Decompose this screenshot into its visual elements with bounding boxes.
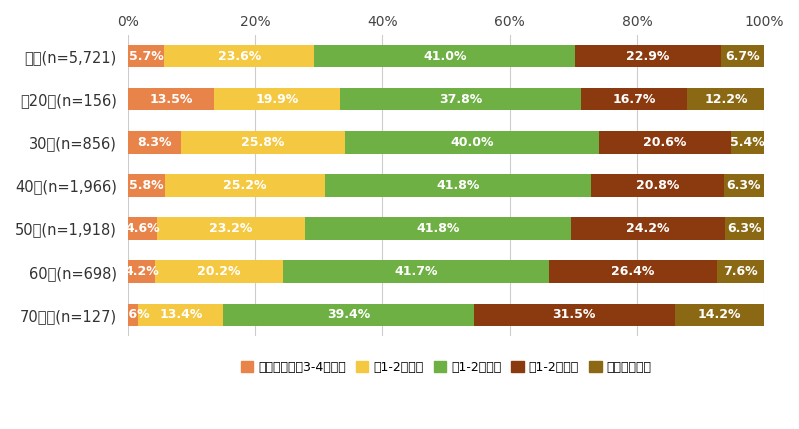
Bar [549, 260, 717, 283]
Text: 7.6%: 7.6% [723, 265, 758, 278]
Bar [570, 218, 725, 240]
Bar [687, 88, 765, 110]
Bar [138, 304, 224, 326]
Bar [128, 131, 181, 154]
Text: 4.6%: 4.6% [125, 222, 160, 235]
Text: 41.8%: 41.8% [436, 179, 480, 192]
Text: 20.8%: 20.8% [636, 179, 679, 192]
Bar [575, 45, 721, 67]
Bar [315, 45, 575, 67]
Bar [128, 88, 214, 110]
Text: 14.2%: 14.2% [698, 308, 741, 321]
Bar [340, 88, 581, 110]
Bar [591, 174, 724, 196]
Bar [155, 260, 283, 283]
Text: 6.7%: 6.7% [725, 50, 760, 63]
Text: 19.9%: 19.9% [256, 93, 299, 106]
Bar [674, 304, 765, 326]
Text: 20.6%: 20.6% [643, 136, 686, 149]
Bar [157, 218, 305, 240]
Text: 16.7%: 16.7% [613, 93, 656, 106]
Text: 25.8%: 25.8% [241, 136, 284, 149]
Text: 41.7%: 41.7% [394, 265, 438, 278]
Text: 23.6%: 23.6% [217, 50, 261, 63]
Legend: ほぼ毎日＆週3-4回程度, 週1-2回程度, 月1-2回程度, 年1-2回程度, まったくない: ほぼ毎日＆週3-4回程度, 週1-2回程度, 月1-2回程度, 年1-2回程度,… [240, 361, 652, 374]
Bar [717, 260, 765, 283]
Bar [474, 304, 674, 326]
Bar [128, 45, 165, 67]
Text: 37.8%: 37.8% [439, 93, 483, 106]
Text: 5.8%: 5.8% [129, 179, 164, 192]
Text: 24.2%: 24.2% [626, 222, 670, 235]
Bar [181, 131, 345, 154]
Text: 5.7%: 5.7% [129, 50, 164, 63]
Text: 20.2%: 20.2% [197, 265, 240, 278]
Text: 12.2%: 12.2% [705, 93, 748, 106]
Bar [581, 88, 687, 110]
Bar [305, 218, 570, 240]
Text: 40.0%: 40.0% [451, 136, 494, 149]
Text: 26.4%: 26.4% [611, 265, 654, 278]
Text: 31.5%: 31.5% [553, 308, 596, 321]
Bar [224, 304, 474, 326]
Bar [725, 218, 765, 240]
Bar [730, 131, 765, 154]
Bar [721, 45, 764, 67]
Text: 41.0%: 41.0% [423, 50, 467, 63]
Text: 25.2%: 25.2% [223, 179, 267, 192]
Bar [599, 131, 730, 154]
Text: 13.4%: 13.4% [159, 308, 202, 321]
Bar [128, 304, 138, 326]
Text: 8.3%: 8.3% [137, 136, 172, 149]
Bar [165, 174, 325, 196]
Text: 41.8%: 41.8% [416, 222, 459, 235]
Text: 4.2%: 4.2% [124, 265, 159, 278]
Bar [325, 174, 591, 196]
Bar [283, 260, 549, 283]
Text: 22.9%: 22.9% [626, 50, 670, 63]
Bar [345, 131, 599, 154]
Bar [128, 174, 165, 196]
Bar [128, 260, 155, 283]
Text: 13.5%: 13.5% [149, 93, 193, 106]
Text: 6.3%: 6.3% [726, 179, 761, 192]
Text: 39.4%: 39.4% [327, 308, 371, 321]
Text: 23.2%: 23.2% [209, 222, 252, 235]
Text: 5.4%: 5.4% [730, 136, 765, 149]
Bar [724, 174, 764, 196]
Bar [165, 45, 315, 67]
Bar [128, 218, 157, 240]
Bar [214, 88, 340, 110]
Text: 1.6%: 1.6% [116, 308, 150, 321]
Text: 6.3%: 6.3% [728, 222, 762, 235]
